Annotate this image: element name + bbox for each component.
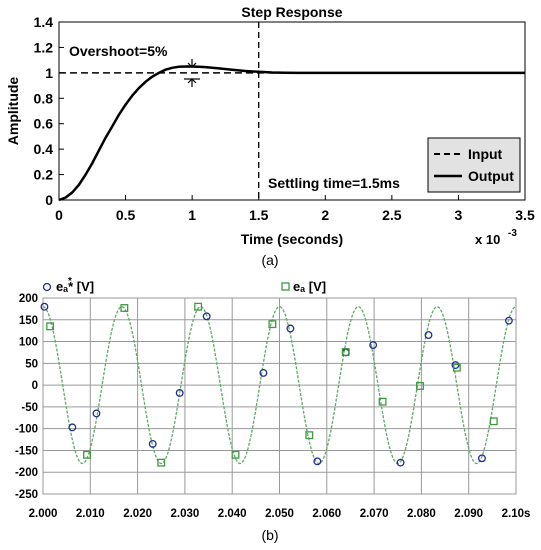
x-tick-label: 2.080 xyxy=(407,508,436,520)
x-tick-label: 2.020 xyxy=(123,508,152,520)
ea-star-point xyxy=(148,439,157,448)
series-group xyxy=(58,65,525,202)
y-tick-label: 0.4 xyxy=(34,141,54,157)
y-tick-label: -250 xyxy=(15,489,38,501)
y-tick-label: 1.2 xyxy=(34,39,54,55)
x-tick-label: 2.030 xyxy=(171,508,200,520)
y-tick-label: 100 xyxy=(19,337,38,349)
x-tick-label: 0 xyxy=(55,207,63,223)
x-tick-label: 2.10s xyxy=(502,508,531,520)
ea-star-point xyxy=(504,316,513,325)
y-tick-label: 0 xyxy=(32,380,38,392)
x-tick-label: 2.070 xyxy=(360,508,389,520)
y-tick-label: -200 xyxy=(15,467,38,479)
x-tick-label: 2.010 xyxy=(76,508,105,520)
ea-star-point xyxy=(424,331,433,339)
y-tick-label: 50 xyxy=(25,358,38,370)
overshoot-marker xyxy=(184,59,200,87)
legend-ea-star-marker xyxy=(42,282,52,292)
x-tick-label: 1.5 xyxy=(249,207,269,223)
ea-star-point xyxy=(92,409,101,418)
ea-point xyxy=(268,320,277,329)
legend-input-label: Input xyxy=(468,146,503,162)
y-ticks: 0 0.2 0.4 0.6 0.8 1 1.2 1.4 xyxy=(34,14,64,208)
x-tick-label: 2.040 xyxy=(218,508,247,520)
series-group-b xyxy=(40,302,513,467)
x-tick-label: 3.5 xyxy=(515,207,535,223)
x-tick-label: 2.060 xyxy=(312,508,341,520)
legend-ea-star-superscript: * xyxy=(68,276,72,287)
caption-a: (a) xyxy=(261,252,278,268)
y-tick-label: 0.6 xyxy=(34,116,54,132)
ea-point xyxy=(194,302,203,311)
x-tick-label: 2.050 xyxy=(265,508,294,520)
y-tick-label: 0.2 xyxy=(34,167,54,183)
ea-star-point xyxy=(68,423,77,432)
ea-star-point xyxy=(175,389,184,397)
x-tick-label: 3 xyxy=(455,207,463,223)
legend: Input Output xyxy=(427,137,521,193)
y-tick-label: -100 xyxy=(15,424,38,436)
ea-point xyxy=(305,431,314,440)
ea-point xyxy=(416,382,424,390)
x-tick-label: 2 xyxy=(321,207,329,223)
ea-point xyxy=(452,363,461,372)
y-tick-label: 1.4 xyxy=(34,14,54,30)
ea-point xyxy=(120,304,129,312)
legend-ea-label: eₐ [V] xyxy=(293,279,326,294)
ea-star-point xyxy=(202,312,211,321)
ea-star-point xyxy=(40,302,49,311)
y-axis-label: Amplitude xyxy=(5,77,21,146)
step-response-chart: Step Response 0 0.2 0.4 0.6 0.8 1 1.2 1.4 0 0.5 1… xyxy=(5,4,535,268)
legend-b: eₐ* [V] * eₐ [V] xyxy=(42,276,326,294)
ea-point xyxy=(341,348,350,356)
legend-ea-marker xyxy=(281,282,290,291)
ea-point xyxy=(231,450,240,459)
grid-lines xyxy=(42,297,517,495)
x-axis-label: Time (seconds) xyxy=(241,231,343,247)
x-exponent-label: x 10 -3 xyxy=(475,228,517,247)
y-ticks-b: 200 150 100 50 0 -50 -100 -150 -200 -250 xyxy=(15,293,38,501)
ea-point xyxy=(83,450,91,459)
x-exponent-power: -3 xyxy=(508,228,517,239)
ea-point xyxy=(378,397,387,406)
ea-star-point xyxy=(259,368,268,377)
y-tick-label: 0 xyxy=(45,192,53,208)
ea-star-point xyxy=(477,454,486,463)
series-output-line xyxy=(58,65,525,202)
ea-star-point xyxy=(396,458,405,467)
ea-star-point xyxy=(451,361,460,370)
y-tick-label: 150 xyxy=(19,315,38,327)
legend-output-label: Output xyxy=(468,168,514,184)
x-ticks-b: 2.000 2.010 2.020 2.030 2.040 2.050 2.060 2.070… xyxy=(29,508,531,520)
chart-title: Step Response xyxy=(241,4,342,20)
ea-star-point xyxy=(286,324,295,333)
ea-star-point xyxy=(313,457,322,466)
y-tick-label: -150 xyxy=(15,445,38,457)
y-tick-label: 200 xyxy=(19,293,38,305)
overshoot-annotation: Overshoot=5% xyxy=(69,43,168,59)
x-ticks: 0 0.5 1 1.5 2 2.5 3 3.5 xyxy=(55,195,535,223)
y-tick-label: 0.8 xyxy=(34,90,54,106)
x-tick-label: 0.5 xyxy=(116,207,136,223)
legend-box xyxy=(427,137,521,193)
ea-point xyxy=(489,417,498,426)
y-tick-label: -50 xyxy=(21,402,38,414)
ea-star-point xyxy=(369,341,378,349)
x-tick-label: 2.090 xyxy=(454,508,483,520)
ea-point xyxy=(46,322,55,331)
ea-point xyxy=(157,458,166,467)
legend-ea-star-label: eₐ* [V] xyxy=(56,279,94,294)
x-exponent-base: x 10 xyxy=(475,232,500,247)
x-tick-label: 2.000 xyxy=(29,508,58,520)
settling-time-annotation: Settling time=1.5ms xyxy=(268,175,400,191)
x-tick-label: 1 xyxy=(188,207,196,223)
y-tick-label: 1 xyxy=(45,65,53,81)
caption-b: (b) xyxy=(261,527,278,543)
x-tick-label: 2.5 xyxy=(382,207,402,223)
